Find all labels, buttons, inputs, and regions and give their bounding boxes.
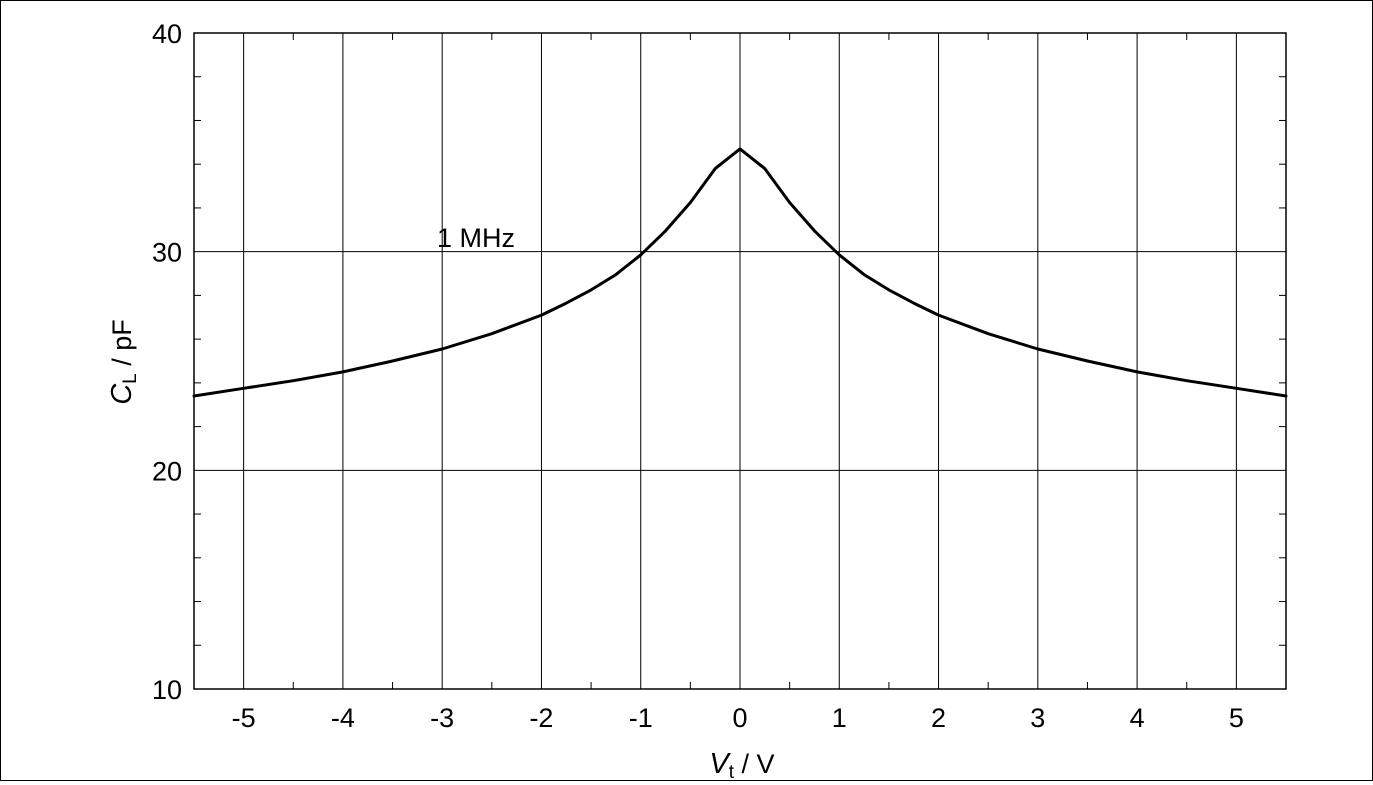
y-axis-label-main: C	[106, 383, 138, 405]
capacitance-curve	[192, 147, 1288, 398]
series-layer	[192, 147, 1288, 398]
y-tick-label: 30	[152, 238, 182, 268]
plot-area-border	[193, 32, 1287, 690]
frequency-annotation: 1 MHz	[437, 223, 515, 253]
x-tick-label: 3	[1030, 703, 1045, 733]
y-tick-label: 10	[152, 675, 182, 705]
y-tick-label: 20	[152, 456, 182, 486]
x-tick-label: -3	[430, 703, 454, 733]
x-tick-label: -4	[331, 703, 355, 733]
x-axis-label: Vt / V	[709, 748, 774, 780]
x-tick-label: 0	[732, 703, 747, 733]
x-axis-label-unit: / V	[734, 749, 775, 779]
y-tick-label: 40	[152, 19, 182, 49]
grid-layer	[194, 33, 1286, 689]
x-tick-label: 5	[1229, 703, 1244, 733]
x-tick-label: -2	[529, 703, 553, 733]
y-axis-label: CL / pF	[106, 319, 141, 405]
y-axis-label-subscript: L	[120, 373, 141, 384]
x-tick-label: 4	[1130, 703, 1145, 733]
x-tick-label: -1	[629, 703, 653, 733]
x-tick-label: -5	[232, 703, 256, 733]
x-tick-label: 1	[832, 703, 847, 733]
x-axis-label-main: V	[709, 748, 731, 780]
x-axis-label-subscript: t	[729, 762, 735, 780]
y-axis-label-unit: / pF	[107, 319, 137, 373]
x-tick-label: 2	[931, 703, 946, 733]
tick-label-layer: -5 -4 -3 -2 -1 0 1 2 3 4 5 10 20 30 40	[152, 19, 1244, 733]
